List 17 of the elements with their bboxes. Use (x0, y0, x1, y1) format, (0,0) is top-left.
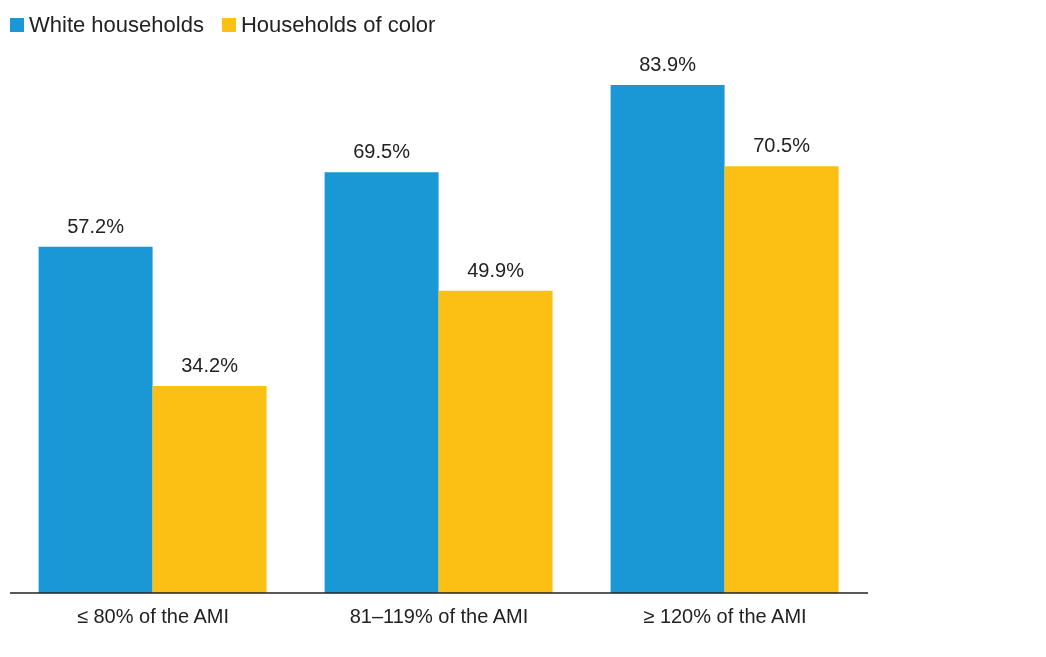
data-label: 69.5% (353, 140, 411, 163)
bar (152, 385, 267, 593)
data-label: 83.9% (639, 53, 697, 75)
data-label: 34.2% (181, 353, 239, 376)
data-label: 70.5% (753, 134, 811, 157)
bar (38, 246, 153, 593)
legend-label: Households of color (240, 12, 436, 38)
bar (724, 166, 839, 593)
data-label: 57.2% (67, 214, 125, 237)
x-tick-label: 81–119% of the AMI (349, 605, 529, 628)
x-tick-label: ≤ 80% of the AMI (76, 605, 230, 628)
data-label: 49.9% (467, 258, 525, 281)
bar (324, 172, 439, 593)
legend-label: White households (29, 12, 204, 38)
bar (438, 290, 553, 593)
x-tick-label: ≥ 120% of the AMI (643, 605, 807, 628)
bar (610, 85, 725, 593)
